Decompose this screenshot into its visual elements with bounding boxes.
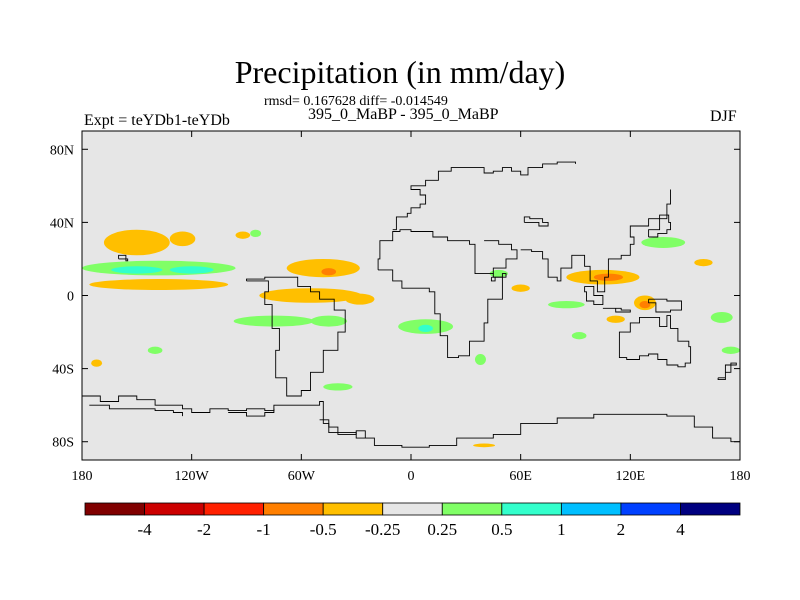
experiment-label: Expt = teYDb1-teYDb <box>84 112 230 129</box>
anomaly-patch <box>169 266 214 274</box>
y-tick-label: 40S <box>52 363 74 378</box>
coastline <box>89 404 183 417</box>
anomaly-patch <box>147 346 163 354</box>
colorbar-swatch <box>382 502 443 516</box>
coastline <box>490 273 507 282</box>
anomaly-patch <box>233 315 315 327</box>
anomaly-patch <box>721 346 740 354</box>
anomaly-patch <box>259 288 362 303</box>
coastline <box>648 214 671 238</box>
x-tick-label: 0 <box>408 469 415 484</box>
colorbar-swatch <box>560 502 622 516</box>
colorbar-swatch <box>322 502 384 516</box>
anomaly-patch <box>169 231 196 247</box>
chart-title: Precipitation (in mm/day) <box>234 54 566 90</box>
coastline <box>392 161 576 231</box>
anomaly-patch <box>91 359 103 367</box>
coastline <box>246 276 346 397</box>
anomaly-patch <box>641 237 686 248</box>
coastline <box>523 216 549 227</box>
coastline <box>584 285 604 306</box>
map-background <box>82 131 740 460</box>
x-tick-label: 120E <box>616 469 646 484</box>
anomaly-patch <box>111 266 163 274</box>
anomaly-patch <box>473 443 496 448</box>
anomaly-patch <box>235 231 251 239</box>
coastline <box>648 298 682 313</box>
colorbar-label: -2 <box>197 520 211 539</box>
colorbar-label: 4 <box>676 520 685 539</box>
coastline <box>484 240 518 274</box>
anomaly-patch <box>606 315 625 323</box>
anomaly-patch <box>511 284 530 292</box>
season-label: DJF <box>710 108 737 125</box>
colorbar-label: 0.5 <box>491 520 512 539</box>
anomaly-patch <box>639 300 651 309</box>
stats-label: rmsd= 0.167628 diff= -0.014549 <box>264 94 448 109</box>
coastline <box>319 419 366 439</box>
x-tick-label: 180 <box>72 469 93 484</box>
anomaly-patch <box>571 332 587 340</box>
anomaly-patch <box>310 315 348 327</box>
colorbar-label: 1 <box>557 520 566 539</box>
colorbar-swatch <box>680 502 741 516</box>
colorbar-label: 2 <box>617 520 626 539</box>
anomaly-patch <box>418 324 433 333</box>
coastline <box>717 362 737 381</box>
y-tick-label: 40N <box>50 216 74 231</box>
colorbar-label: -4 <box>137 520 152 539</box>
anomaly-patch <box>548 300 585 309</box>
coastline <box>118 254 129 262</box>
colorbar-swatch <box>441 502 503 516</box>
colorbar-label: -1 <box>257 520 271 539</box>
y-tick-label: 80S <box>52 436 74 451</box>
y-tick-label: 80N <box>50 143 74 158</box>
anomaly-patch <box>250 229 262 238</box>
anomaly-patch <box>323 383 353 391</box>
map-axes: 180 120W 60W 0 60E 120E 180 80N 40N 0 40S 80S <box>50 131 751 484</box>
anomaly-patch <box>489 269 508 278</box>
colorbar-swatch <box>620 502 681 516</box>
coastline <box>602 307 631 313</box>
colorbar-label: -0.5 <box>310 520 337 539</box>
anomaly-patch <box>345 293 375 305</box>
map-plot-area <box>81 130 741 461</box>
colorbar: -4 -2 -1 -0.5 -0.25 0.25 0.5 1 2 4 <box>84 502 741 539</box>
colorbar-swatch <box>84 502 145 516</box>
coastline <box>377 229 503 359</box>
y-tick-label: 0 <box>67 290 74 305</box>
anomaly-patch <box>286 258 360 278</box>
anomaly-patch <box>89 279 229 291</box>
colorbar-swatch <box>501 502 562 516</box>
coastline <box>228 408 275 417</box>
chart-subtitle: 395_0_MaBP - 395_0_MaBP <box>308 106 499 123</box>
colorbar-swatch <box>144 502 205 516</box>
anomaly-patch <box>710 311 733 323</box>
coastline <box>618 315 692 368</box>
x-tick-label: 60W <box>288 469 316 484</box>
anomaly-patch <box>103 229 170 256</box>
coastline <box>520 189 671 293</box>
colorbar-swatch <box>203 502 265 516</box>
anomaly-patch <box>321 268 337 276</box>
x-tick-label: 120W <box>175 469 210 484</box>
map-content <box>82 161 740 448</box>
colorbar-label: -0.25 <box>365 520 400 539</box>
x-tick-label: 60E <box>509 469 532 484</box>
colorbar-label: 0.25 <box>427 520 457 539</box>
anomaly-patch <box>694 258 713 267</box>
anomaly-patch <box>474 353 486 365</box>
colorbar-swatch <box>263 502 324 516</box>
x-tick-label: 180 <box>730 469 751 484</box>
